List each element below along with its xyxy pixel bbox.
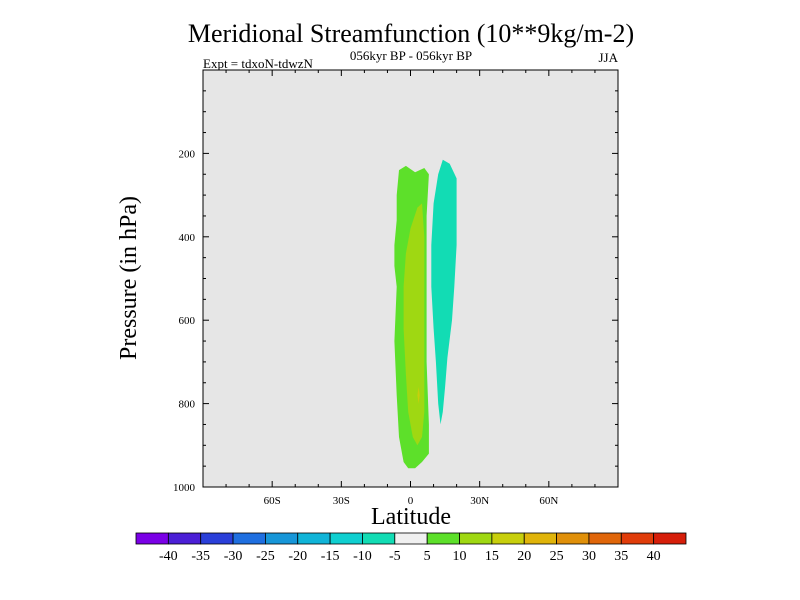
y-tick-label: 600: [179, 315, 196, 327]
colorbar-label: 25: [550, 549, 564, 564]
colorbar-label: 30: [582, 549, 596, 564]
y-tick-label: 1000: [173, 482, 196, 494]
colorbar-label: -40: [159, 549, 178, 564]
colorbar-swatch: [200, 532, 234, 545]
y-tick-label: 200: [179, 148, 196, 160]
colorbar-label: -25: [256, 549, 275, 564]
colorbar-label: 15: [485, 549, 499, 564]
x-tick-label: 0: [408, 495, 414, 507]
colorbar-swatch: [491, 532, 525, 545]
colorbar-swatch: [653, 532, 687, 545]
x-tick-label: 30S: [333, 495, 350, 507]
chart-subtitle: 056kyr BP - 056kyr BP: [350, 48, 472, 63]
left-note: Expt = tdxoN-tdwzN: [203, 56, 313, 71]
colorbar-label: -10: [353, 549, 372, 564]
chart-title: Meridional Streamfunction (10**9kg/m-2): [188, 19, 634, 48]
colorbar-swatch: [394, 532, 428, 545]
colorbar-label: -20: [288, 549, 307, 564]
x-tick-label: 60N: [539, 495, 558, 507]
colorbar-swatch: [232, 532, 266, 545]
x-tick-label: 30N: [470, 495, 489, 507]
colorbar-label: -35: [191, 549, 210, 564]
colorbar-swatch: [588, 532, 622, 545]
colorbar-label: 20: [517, 549, 531, 564]
colorbar-label: 40: [647, 549, 661, 564]
colorbar-swatch: [620, 532, 655, 545]
colorbar: -40 -35 -30 -25 -20 -15 -10 -5 5 10 15 20 25 30 35 40: [135, 532, 687, 564]
colorbar-swatch: [459, 532, 493, 545]
colorbar-swatch: [556, 532, 590, 545]
colorbar-swatch: [362, 532, 396, 545]
colorbar-label: -5: [389, 549, 401, 564]
colorbar-label: 35: [614, 549, 628, 564]
y-tick-label: 800: [179, 399, 196, 411]
x-axis-label: Latitude: [371, 504, 451, 530]
colorbar-swatch: [297, 532, 331, 545]
colorbar-label: -30: [224, 549, 243, 564]
colorbar-swatch: [135, 532, 169, 545]
colorbar-label: 5: [424, 549, 431, 564]
colorbar-label: -15: [321, 549, 340, 564]
contour-region-positive-15-to-20: [417, 386, 420, 404]
colorbar-swatch: [329, 532, 363, 545]
colorbar-swatch: [523, 532, 557, 545]
right-note: JJA: [598, 50, 618, 65]
contour-region-positive-10-to-15: [403, 203, 425, 446]
y-tick-label: 400: [179, 232, 196, 244]
axes: 60S 30S 0 30N 60N 200 400 600 800 1000: [173, 70, 618, 507]
x-tick-label: 60S: [264, 495, 281, 507]
colorbar-swatch: [426, 532, 460, 545]
colorbar-label: 10: [453, 549, 467, 564]
colorbar-swatch: [265, 532, 299, 545]
contour-region-negative-10-to-5: [431, 159, 457, 425]
y-axis-label: Pressure (in hPa): [116, 196, 142, 360]
contour-regions: [394, 159, 457, 469]
colorbar-swatch: [167, 532, 202, 545]
